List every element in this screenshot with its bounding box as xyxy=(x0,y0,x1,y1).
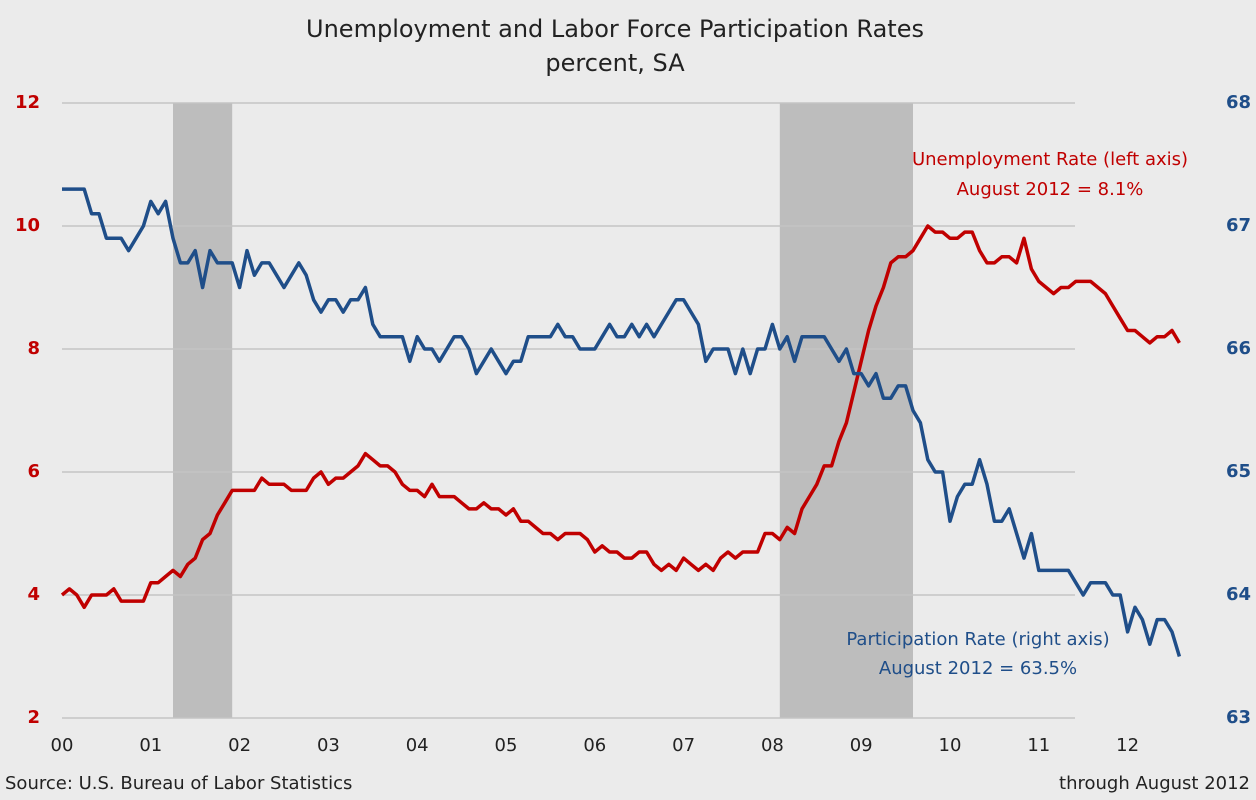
x-tick-label: 02 xyxy=(228,735,251,756)
source: Source: U.S. Bureau of Labor Statistics xyxy=(5,773,352,794)
chart-title: Unemployment and Labor Force Participati… xyxy=(306,15,924,43)
recession-band xyxy=(779,103,913,718)
y2-tick-label: 68 xyxy=(1226,92,1251,113)
x-tick-label: 06 xyxy=(583,735,606,756)
y2-tick-label: 66 xyxy=(1226,338,1251,359)
y2-tick-label: 65 xyxy=(1226,461,1251,482)
series-annotation: August 2012 = 8.1% xyxy=(957,179,1144,200)
x-tick-label: 11 xyxy=(1027,735,1050,756)
x-tick-label: 03 xyxy=(317,735,340,756)
y-tick-label: 8 xyxy=(27,338,40,359)
x-tick-label: 10 xyxy=(939,735,962,756)
x-tick-label: 07 xyxy=(672,735,695,756)
chart-subtitle: percent, SA xyxy=(545,49,685,77)
y-tick-label: 2 xyxy=(27,707,40,728)
y-tick-label: 6 xyxy=(27,461,40,482)
y-tick-label: 10 xyxy=(15,215,40,236)
y-tick-label: 12 xyxy=(15,92,40,113)
y2-tick-label: 64 xyxy=(1226,584,1251,605)
series-label: Participation Rate (right axis) xyxy=(846,629,1109,650)
x-tick-label: 05 xyxy=(495,735,518,756)
note: through August 2012 xyxy=(1059,773,1250,794)
y-tick-label: 4 xyxy=(27,584,40,605)
x-tick-label: 04 xyxy=(406,735,429,756)
x-tick-label: 12 xyxy=(1116,735,1139,756)
y2-tick-label: 67 xyxy=(1226,215,1251,236)
x-tick-label: 00 xyxy=(51,735,74,756)
series-annotation: August 2012 = 63.5% xyxy=(879,658,1077,679)
x-tick-label: 01 xyxy=(139,735,162,756)
x-tick-label: 08 xyxy=(761,735,784,756)
series-label: Unemployment Rate (left axis) xyxy=(912,149,1188,170)
series-line xyxy=(60,224,1181,610)
recession-band xyxy=(173,103,233,718)
series-line xyxy=(62,187,1182,658)
x-tick-label: 09 xyxy=(850,735,873,756)
y2-tick-label: 63 xyxy=(1226,707,1251,728)
